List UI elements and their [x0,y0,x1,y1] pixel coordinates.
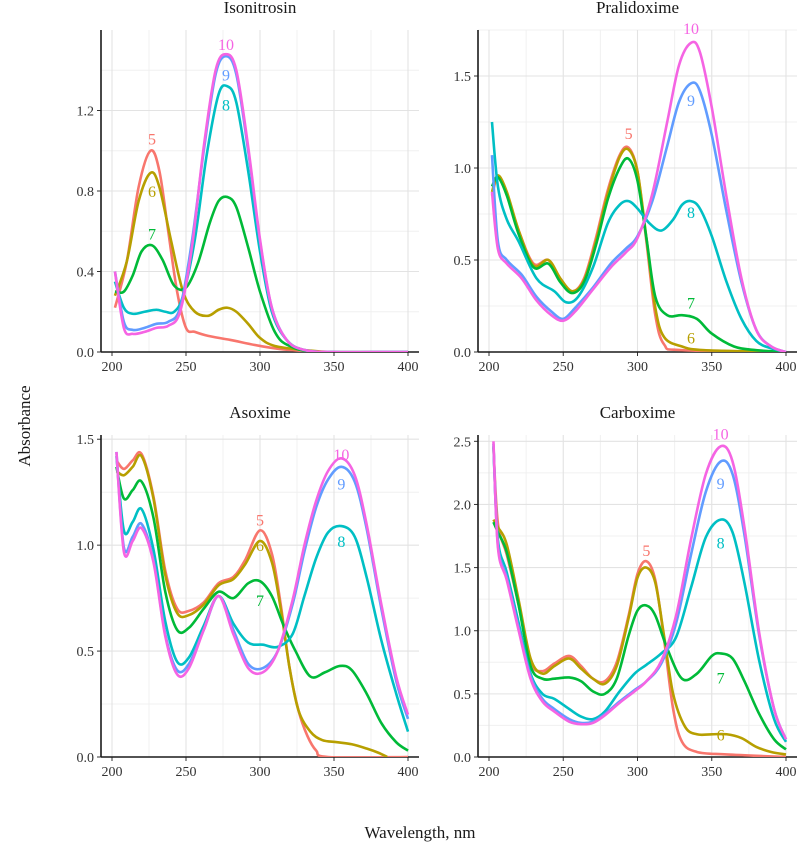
y-tick-label: 0.4 [77,266,95,281]
x-tick-label: 350 [701,360,722,375]
panel-isonitrosin: 0.0 0.4 0.8 1.2 200 250 300 350 400 Isonitrosin 5 6… [77,0,419,375]
series-label-5: 5 [642,543,650,560]
x-tick-label: 350 [701,765,722,780]
series-line-7 [114,195,408,352]
series-label-8: 8 [687,205,695,222]
panel-pralidoxime: 0.0 0.5 1.0 1.5 200 250 300 350 400 Pralidoxime 5 6… [454,0,797,375]
panel-asoxime: 0.0 0.5 1.0 1.5 200 250 300 350 400 Asoxime 5 6 7 8 9 1… [77,403,419,780]
series-line-10 [113,52,408,352]
x-tick-label: 400 [398,765,419,780]
series-line-5 [113,148,408,352]
y-tick-label: 0.0 [454,346,472,361]
series-label-6: 6 [256,538,264,555]
y-tick-label: 1.2 [77,105,95,120]
series-line-5 [492,447,787,757]
series-line-6 [113,171,408,352]
x-tick-label: 200 [102,360,123,375]
y-tick-label: 0.8 [77,185,95,200]
series-line-7 [115,466,409,752]
series-line-10 [115,451,410,716]
x-tick-label: 300 [250,360,271,375]
series-line-10 [490,40,787,352]
series-label-7: 7 [687,295,695,312]
x-tick-label: 200 [102,765,123,780]
series-label-10: 10 [333,447,349,464]
x-tick-label: 400 [398,360,419,375]
y-tick-label: 1.5 [454,562,472,577]
series-label-7: 7 [717,670,725,687]
series-line-8 [115,456,410,732]
y-axis-title: Absorbance [15,385,34,466]
x-tick-label: 200 [479,765,500,780]
y-tick-label: 1.0 [454,625,472,640]
series-line-9 [113,54,408,352]
y-tick-label: 2.5 [454,435,472,450]
y-tick-label: 1.0 [77,539,95,554]
series-label-9: 9 [222,67,230,84]
series-group [492,441,788,757]
x-tick-label: 350 [324,360,345,375]
series-line-8 [490,121,787,352]
series-label-9: 9 [337,477,345,494]
series-line-10 [492,441,788,740]
x-tick-label: 300 [627,360,648,375]
x-tick-label: 250 [553,360,574,375]
x-tick-label: 400 [776,765,797,780]
x-tick-label: 300 [627,765,648,780]
y-tick-label: 2.0 [454,498,472,513]
series-label-5: 5 [256,513,264,530]
y-tick-label: 1.5 [454,70,472,85]
x-tick-label: 300 [250,765,271,780]
panel-carboxime: 0.0 0.5 1.0 1.5 2.0 2.5 200 250 300 350 400 Carboxi… [454,403,797,780]
series-group [115,450,410,757]
series-label-7: 7 [256,593,264,610]
panel-title: Pralidoxime [596,0,679,17]
series-line-6 [492,518,787,756]
series-line-7 [490,157,787,352]
series-group [490,40,787,352]
x-tick-label: 350 [324,765,345,780]
series-label-5: 5 [148,132,156,149]
panels: 0.0 0.4 0.8 1.2 200 250 300 350 400 Isonitrosin 5 6… [77,0,797,780]
panel-title: Isonitrosin [224,0,297,17]
y-tick-label: 1.5 [77,433,95,448]
x-tick-label: 200 [479,360,500,375]
series-label-9: 9 [717,476,725,493]
x-tick-label: 400 [776,360,797,375]
series-label-10: 10 [218,37,234,54]
x-tick-label: 250 [553,765,574,780]
series-label-7: 7 [148,226,156,243]
x-tick-label: 250 [176,765,197,780]
series-label-8: 8 [717,535,725,552]
series-line-7 [492,521,787,751]
y-tick-label: 0.0 [454,751,472,766]
series-label-9: 9 [687,93,695,110]
series-label-5: 5 [625,126,633,143]
series-line-8 [492,446,788,743]
y-tick-label: 0.5 [77,645,95,660]
y-tick-label: 0.0 [77,346,95,361]
series-label-10: 10 [713,427,729,444]
y-tick-label: 0.5 [454,254,472,269]
series-group [113,52,408,352]
y-tick-label: 0.0 [77,751,95,766]
panel-title: Carboxime [600,403,676,422]
series-line-6 [115,453,388,757]
y-tick-label: 1.0 [454,162,472,177]
series-label-10: 10 [683,21,699,38]
series-label-6: 6 [717,727,725,744]
series-label-6: 6 [148,184,156,201]
series-label-6: 6 [687,330,695,347]
series-label-8: 8 [222,97,230,114]
x-tick-label: 250 [176,360,197,375]
series-label-8: 8 [337,534,345,551]
y-tick-label: 0.5 [454,688,472,703]
series-line-9 [490,81,787,352]
panel-title: Asoxime [229,403,290,422]
x-axis-title: Wavelength, nm [365,823,476,842]
